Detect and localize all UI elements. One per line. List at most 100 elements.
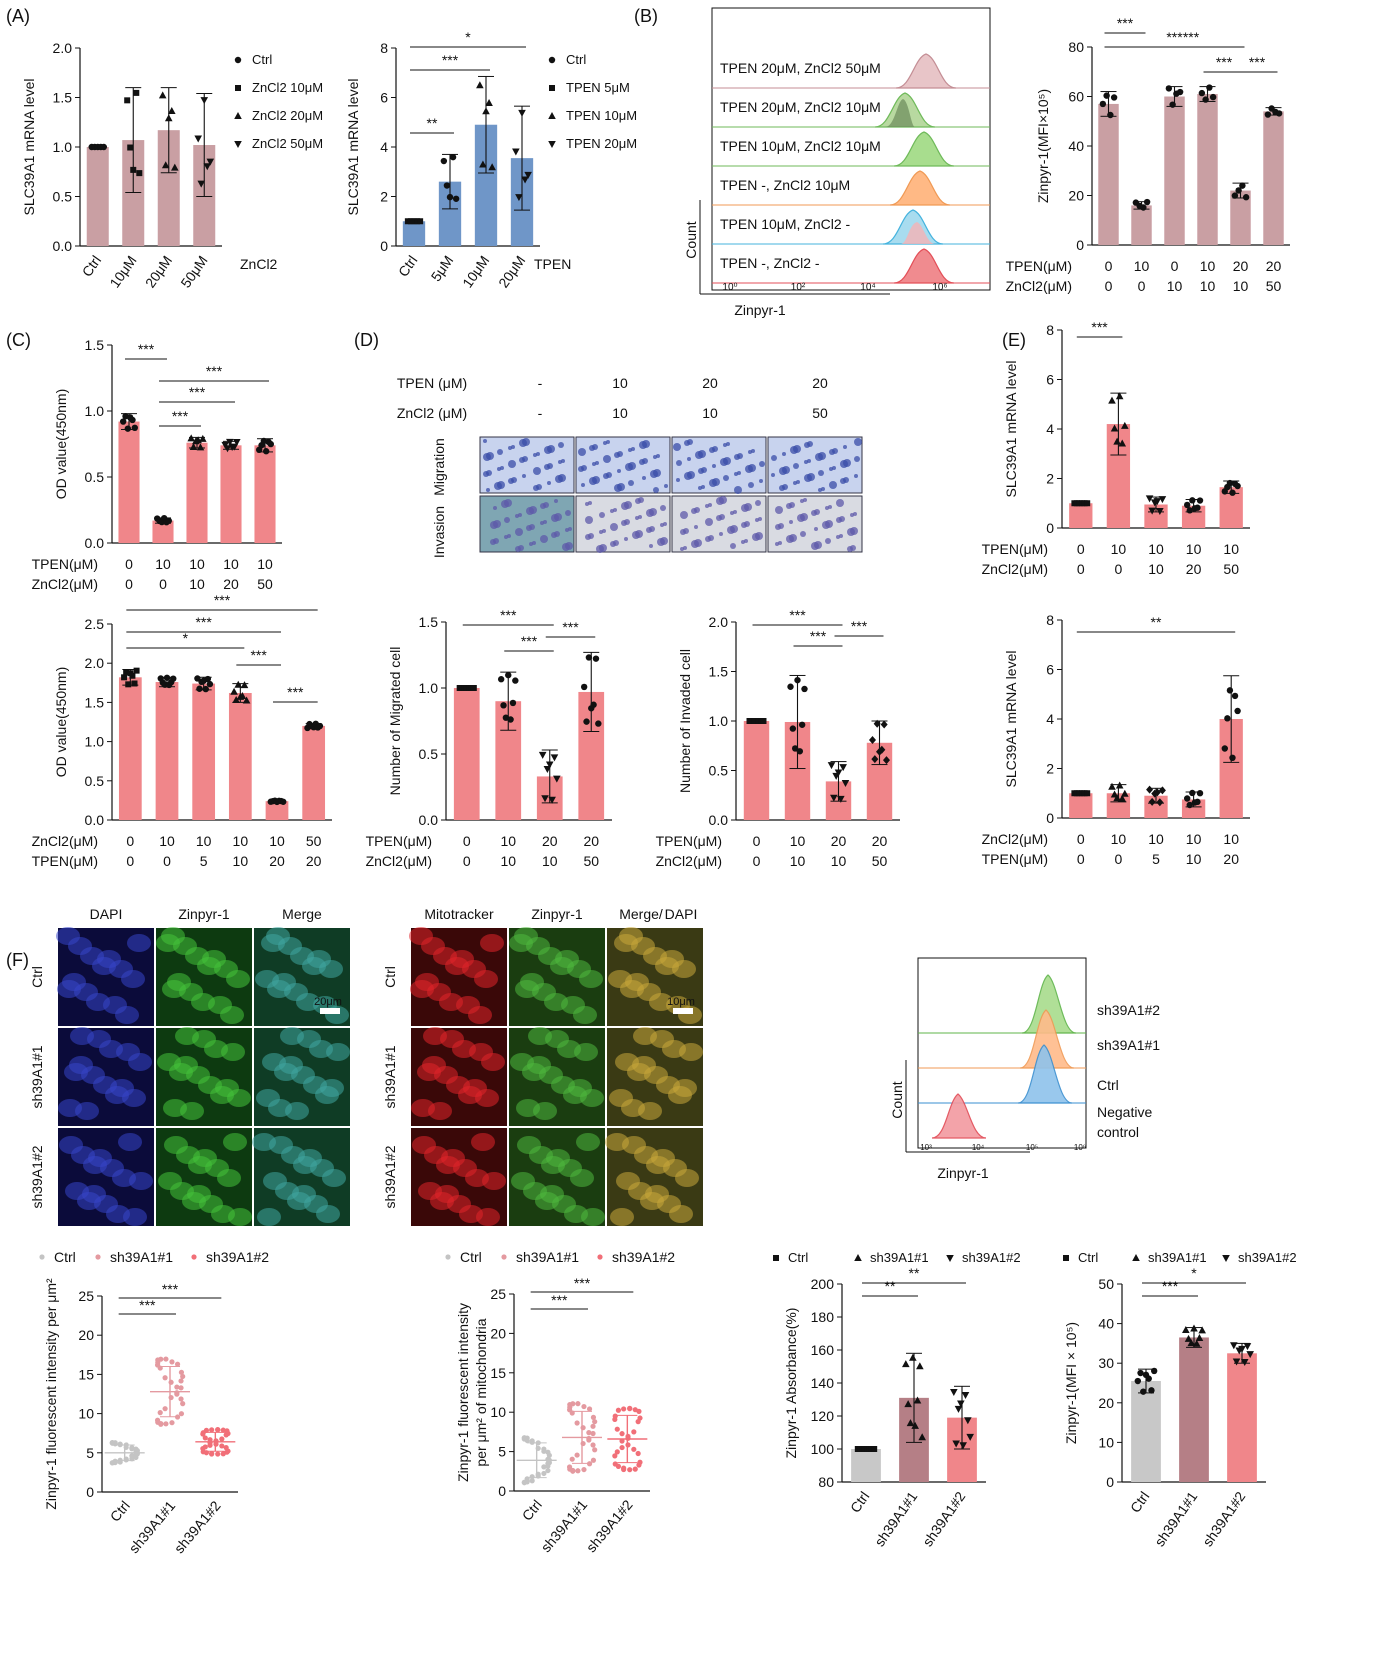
cell-stain [511,445,515,449]
row-label: sh39A1#1 [382,1045,398,1108]
chart-C2: 0.0 0.5 1.0 1.5 2.0 2.5 OD value(450nm) ZnCl2(μ… [32,592,332,869]
data-point [619,1438,625,1444]
data-point [157,1410,163,1416]
cell-stain [744,503,752,511]
row-value: 10 [1233,278,1249,294]
row-value: 0 [126,833,134,849]
y-tick-label: 0.5 [85,469,105,485]
data-point [521,1436,527,1442]
y-tick-label: 2 [1046,761,1054,777]
cell-stain [599,544,607,552]
data-point [841,780,850,788]
bar [86,147,109,246]
data-point [1198,1326,1206,1334]
data-point [238,692,247,700]
cell-stain [452,1040,476,1058]
y-tick-label: 1.0 [419,680,439,696]
y-axis-label: Number of Migrated cell [387,647,403,796]
bar [118,677,142,820]
data-point [206,158,215,166]
data-point [204,675,212,683]
cell-stain [127,934,151,952]
data-point [1099,100,1107,108]
data-point [1145,1375,1152,1382]
cell-stain [839,534,843,538]
x-tick-label: Ctrl [107,1498,133,1525]
cell-stain [115,1006,139,1024]
cell-stain [211,1205,235,1223]
data-point [1238,1345,1246,1353]
row-value: 50 [812,405,828,421]
x-tick-label: 10⁴ [972,1143,985,1152]
y-tick-label: 0 [1046,520,1054,536]
data-point [1158,786,1166,795]
cell-stain [77,1192,101,1210]
data-point [581,1466,587,1473]
row-label: TPEN(μM) [366,833,432,849]
y-tick-label: 10 [78,1406,94,1422]
cell-stain [64,1063,88,1081]
cell-stain [853,512,857,516]
column-header: DAPI [90,906,123,922]
cell-stain [829,481,837,489]
data-point [158,91,167,99]
data-point [837,795,845,803]
cell-stain [789,520,793,524]
sig-label: ** [909,1265,920,1281]
y-tick-label: 0.5 [419,746,439,762]
data-point [235,85,241,91]
track-label: sh39A1#1 [1097,1037,1160,1053]
histogram-curve [1017,1044,1073,1104]
bar [851,1449,881,1482]
y-tick-label: 60 [1068,89,1084,105]
histogram-curve [893,131,955,167]
sig-label: ** [1151,614,1162,630]
data-point [1148,1387,1155,1394]
y-tick-label: 0 [1106,1474,1114,1490]
cell-stain [536,452,540,456]
y-axis-label: OD value(450nm) [53,389,69,500]
cell-stain [547,481,551,485]
data-point [635,1419,641,1425]
cell-stain [522,474,526,478]
legend-marker [39,1254,45,1260]
row-value: 0 [1115,851,1123,867]
data-point [959,1442,967,1450]
sig-label: *** [521,633,538,649]
row-value: 50 [872,853,888,869]
row-value: 20 [306,853,322,869]
y-tick-label: 50 [1098,1276,1114,1292]
cell-stain [687,457,691,461]
cell-stain [734,486,742,494]
sig-label: *** [810,628,827,644]
row-value: - [538,375,543,391]
y-tick-label: 15 [490,1365,506,1381]
data-point [163,1356,169,1362]
legend-entry: sh39A1#2 [612,1249,675,1265]
data-point [509,699,517,707]
data-point [202,685,209,693]
data-point [569,1456,575,1462]
data-point [1183,501,1191,509]
cell-stain [836,499,844,507]
cell-stain [843,459,851,467]
track-label: TPEN -, ZnCl2 10μM [720,177,850,193]
row-value: 50 [257,576,273,592]
data-point [916,1362,924,1370]
data-point [407,218,414,225]
sig-label: *** [1166,29,1183,45]
cell-stain [175,1027,199,1045]
x-axis-label: TPEN [534,256,571,272]
cell-stain [439,993,463,1011]
cell-stain [832,448,838,454]
data-point [121,674,128,681]
bar [302,725,326,820]
track-label: TPEN 10μM, ZnCl2 10μM [720,138,881,154]
row-value: 20 [542,833,558,849]
y-tick-label: 8 [1046,322,1054,338]
sig-label: *** [1216,54,1233,70]
cell-stain [543,502,549,508]
data-point [1189,497,1196,504]
histogram-curve [1021,974,1077,1034]
column-header: Merge [282,906,322,922]
